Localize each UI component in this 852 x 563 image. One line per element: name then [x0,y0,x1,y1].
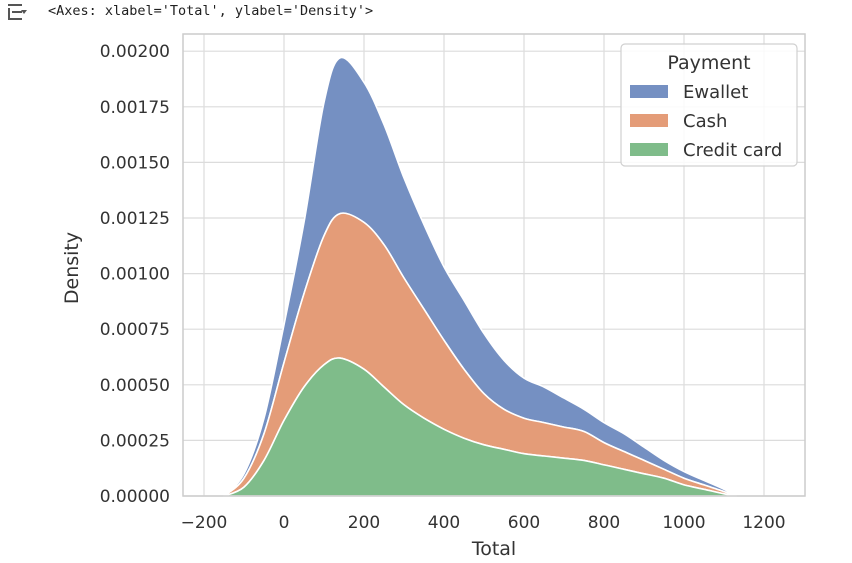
output-toggle-icon[interactable] [4,2,28,24]
legend-box [620,43,798,167]
legend-label: Cash [683,111,727,132]
cell-output-text: <Axes: xlabel='Total', ylabel='Density'> [48,3,374,19]
y-tick-label: 0.00050 [100,376,170,396]
y-tick-label: 0.00075 [100,320,170,340]
x-tick-label: 1000 [662,513,705,533]
y-tick-label: 0.00175 [100,98,170,118]
y-tick-label: 0.00125 [100,209,170,229]
legend-swatch-credit-card [630,143,668,156]
legend-label: Credit card [683,140,782,161]
x-axis-label: Total [471,538,516,560]
cell-output-row: <Axes: xlabel='Total', ylabel='Density'> [0,0,852,30]
y-tick-label: 0.00100 [100,265,170,285]
y-axis-label: Density [61,232,83,304]
legend-swatch-ewallet [630,85,668,98]
legend-swatch-cash [630,114,668,127]
x-tick-label: 0 [279,513,290,533]
y-tick-label: 0.00000 [100,487,170,507]
x-tick-label: 800 [588,513,620,533]
legend-title: Payment [667,52,750,74]
y-tick-label: 0.00200 [100,42,170,62]
x-tick-label: 400 [428,513,460,533]
x-tick-label: −200 [181,513,228,533]
legend-label: Ewallet [683,82,748,103]
plot-frame [182,33,806,497]
x-tick-label: 600 [508,513,540,533]
y-tick-label: 0.00025 [100,431,170,451]
y-tick-label: 0.00150 [100,153,170,173]
x-tick-label: 200 [348,513,380,533]
x-tick-label: 1200 [742,513,785,533]
